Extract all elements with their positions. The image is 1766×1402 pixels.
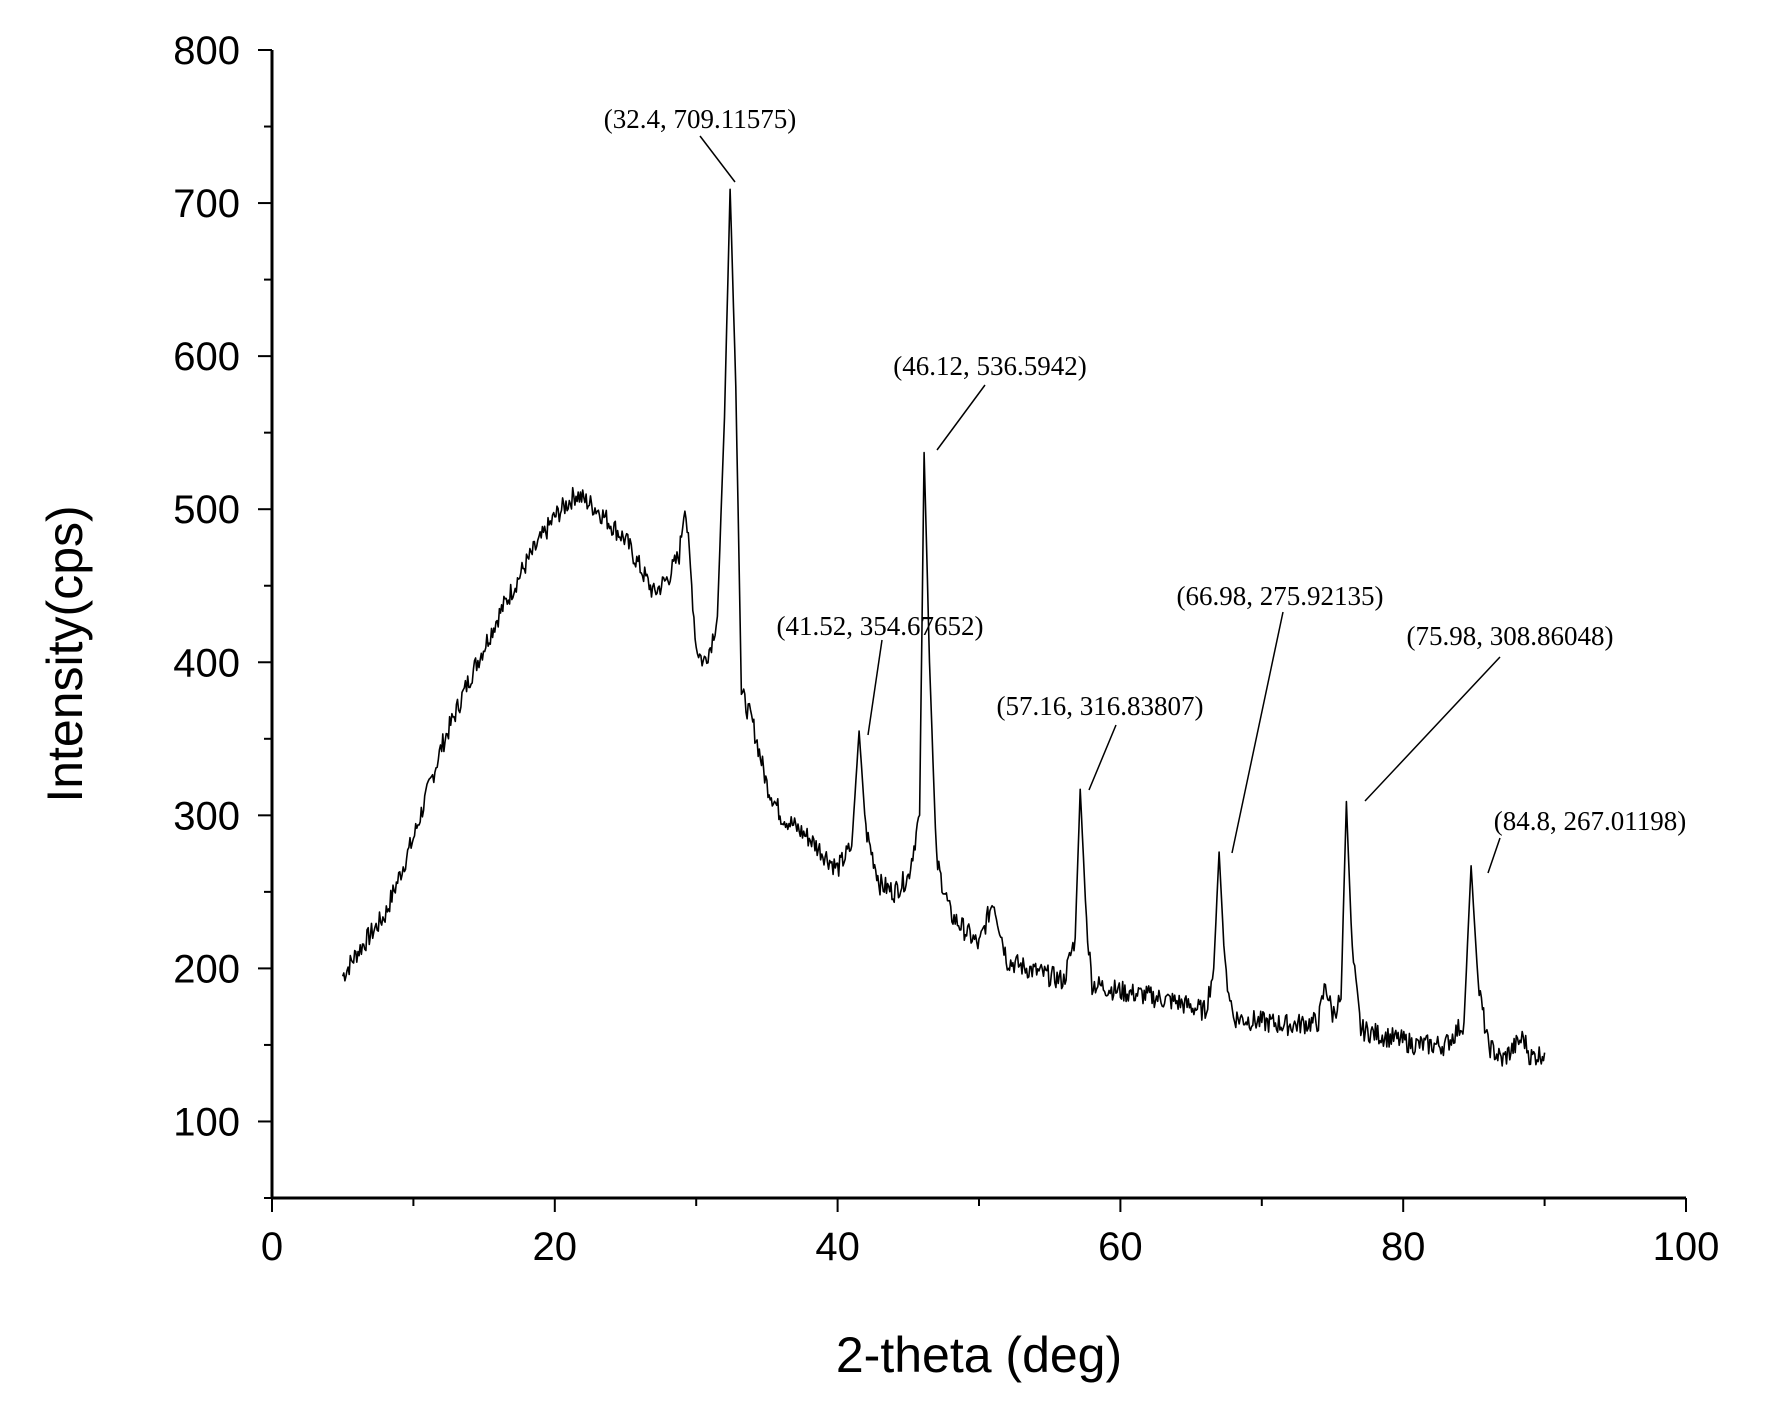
y-ticks: 100 200 300 400 500 600 700 800 bbox=[173, 29, 272, 1199]
y-axis-title: Intensity(cps) bbox=[37, 505, 93, 802]
x-tick-label: 20 bbox=[533, 1225, 578, 1269]
peak-annotation-label: (84.8, 267.01198) bbox=[1494, 806, 1686, 836]
y-tick-label: 500 bbox=[173, 488, 240, 532]
x-tick-label: 40 bbox=[815, 1225, 860, 1269]
peak-annotation-leader bbox=[1231, 611, 1284, 854]
peak-annotation-label: (46.12, 536.5942) bbox=[893, 351, 1086, 381]
y-tick-label: 100 bbox=[173, 1100, 240, 1144]
peak-annotation-label: (66.98, 275.92135) bbox=[1177, 581, 1384, 611]
peak-annotation-leader bbox=[1487, 837, 1501, 874]
peak-annotation-leader bbox=[1088, 724, 1117, 791]
y-tick-label: 600 bbox=[173, 335, 240, 379]
y-tick-label: 800 bbox=[173, 29, 240, 73]
x-tick-label: 100 bbox=[1653, 1225, 1720, 1269]
y-tick-label: 700 bbox=[173, 182, 240, 226]
y-tick-label: 400 bbox=[173, 641, 240, 685]
peak-annotation-leader bbox=[867, 639, 883, 736]
peak-annotation-leader bbox=[936, 384, 986, 451]
x-ticks: 0 20 40 60 80 100 bbox=[261, 1198, 1720, 1269]
x-axis-title: 2-theta (deg) bbox=[836, 1327, 1122, 1383]
peak-annotation-label: (41.52, 354.67652) bbox=[777, 611, 984, 641]
x-tick-label: 0 bbox=[261, 1225, 283, 1269]
peak-annotation-leader bbox=[699, 135, 736, 183]
y-tick-label: 300 bbox=[173, 794, 240, 838]
peak-annotation-leader bbox=[1364, 656, 1501, 802]
peak-annotation-label: (32.4, 709.11575) bbox=[604, 104, 796, 134]
diffraction-pattern-line bbox=[341, 188, 1546, 1067]
x-tick-label: 60 bbox=[1098, 1225, 1143, 1269]
y-tick-label: 200 bbox=[173, 947, 240, 991]
peak-annotation-label: (75.98, 308.86048) bbox=[1407, 621, 1614, 651]
peak-annotation-label: (57.16, 316.83807) bbox=[997, 691, 1204, 721]
peak-annotations: (32.4, 709.11575) (46.12, 536.5942) (41.52… bbox=[604, 104, 1686, 874]
x-tick-label: 80 bbox=[1381, 1225, 1426, 1269]
